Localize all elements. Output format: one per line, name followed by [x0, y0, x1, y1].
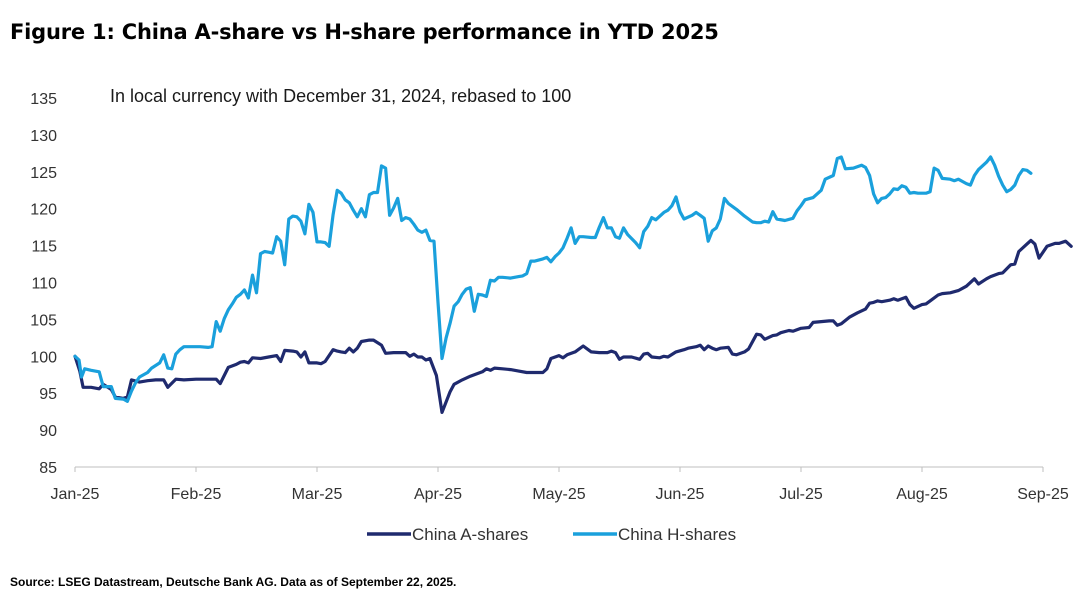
- series-line-a-shares: [73, 238, 1073, 414]
- legend-label: China H-shares: [618, 525, 736, 544]
- y-tick-label: 120: [30, 202, 57, 219]
- y-axis: 85 90 95 100 105 110 115 120 125 130 135: [30, 91, 57, 477]
- x-tick-label: May-25: [532, 486, 585, 503]
- x-tick-label: Apr-25: [414, 486, 462, 503]
- x-tick-label: Feb-25: [171, 486, 222, 503]
- chart-title: Figure 1: China A-share vs H-share perfo…: [10, 20, 719, 44]
- y-tick-label: 105: [30, 312, 57, 329]
- series-group: [73, 155, 1073, 414]
- y-tick-label: 110: [31, 276, 57, 293]
- x-tick-label: Jun-25: [656, 486, 705, 503]
- y-tick-label: 95: [39, 386, 57, 403]
- series-line-h-shares: [73, 155, 1033, 403]
- x-tick-label: Mar-25: [292, 486, 343, 503]
- y-tick-label: 135: [30, 91, 57, 108]
- y-tick-label: 85: [39, 460, 57, 477]
- x-tick-label: Jul-25: [779, 486, 823, 503]
- y-tick-label: 130: [30, 128, 57, 145]
- y-tick-label: 115: [31, 239, 57, 256]
- y-tick-label: 90: [39, 423, 57, 440]
- x-axis: Jan-25 Feb-25 Mar-25 Apr-25 May-25 Jun-25 Jul-…: [51, 466, 1069, 503]
- source-note: Source: LSEG Datastream, Deutsche Bank A…: [10, 575, 457, 589]
- x-tick-label: Aug-25: [896, 486, 948, 503]
- x-tick-label: Jan-25: [51, 486, 100, 503]
- legend: China A-shares China H-shares: [367, 525, 736, 544]
- y-tick-label: 125: [30, 165, 57, 182]
- legend-label: China A-shares: [412, 525, 528, 544]
- x-tick-label: Sep-25: [1017, 486, 1069, 503]
- chart-subtitle: In local currency with December 31, 2024…: [110, 86, 572, 106]
- y-tick-label: 100: [30, 349, 57, 366]
